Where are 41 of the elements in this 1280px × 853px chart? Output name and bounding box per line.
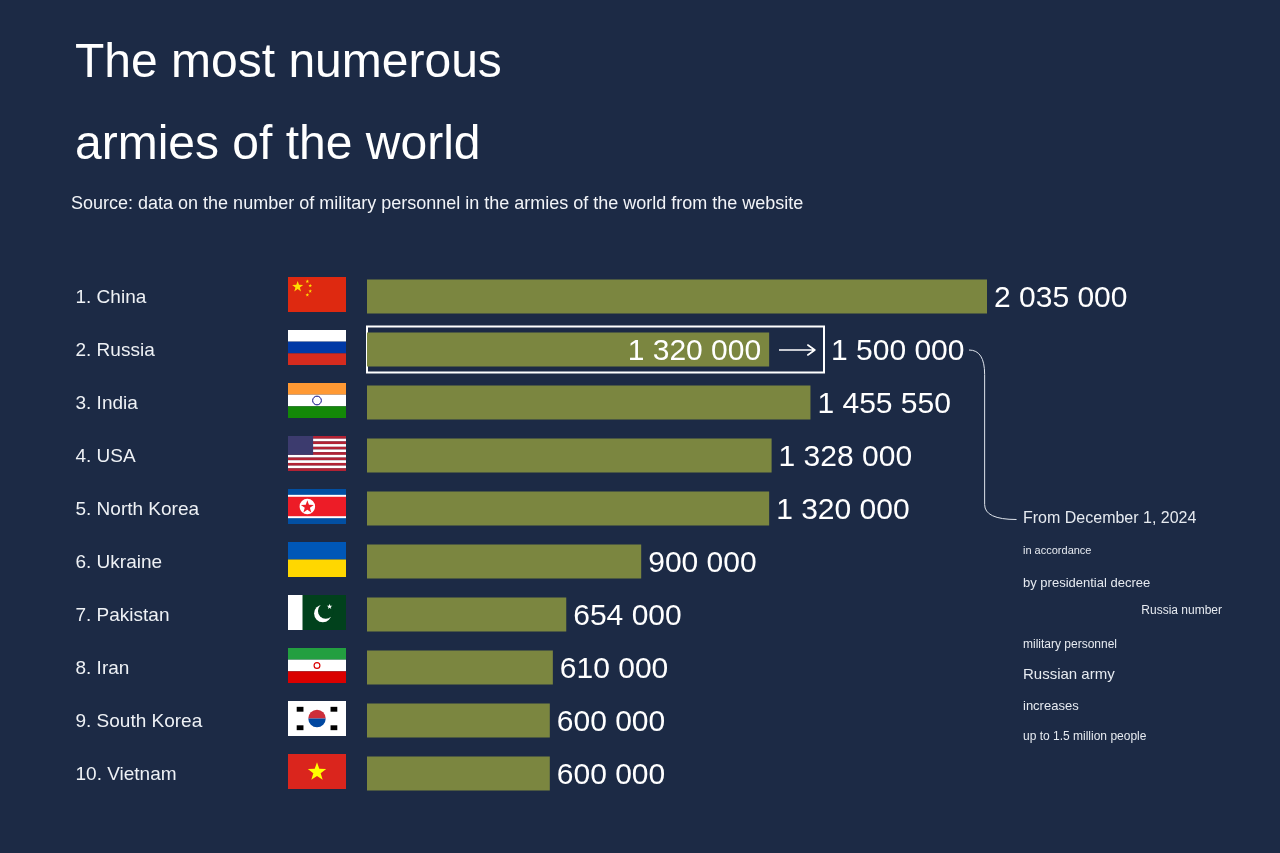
bar (367, 650, 553, 685)
text: by presidential decree (1023, 575, 1151, 592)
data-label: 1 320 000 (627, 332, 762, 366)
source-note: Source: data on the number of military personnel in the armies of the world from the website (71, 193, 804, 214)
bar (367, 703, 550, 738)
y-tick-label: 3. India (75, 391, 139, 413)
text: increases (1023, 698, 1079, 715)
bar (367, 438, 772, 473)
data-label: 900 000 (648, 544, 757, 578)
y-tick-label: 9. South Korea (75, 709, 203, 731)
text: military personnel (1023, 636, 1118, 652)
text: From December 1, 2024 (1023, 509, 1197, 528)
y-tick-label: 8. Iran (75, 656, 130, 678)
data-label: 1 500 000 (831, 332, 965, 366)
bar (367, 544, 642, 579)
data-label: 600 000 (556, 756, 666, 790)
bar (367, 597, 567, 632)
data-label: 1 320 000 (776, 491, 910, 525)
bar (367, 756, 550, 791)
y-tick-label: 10. Vietnam (75, 762, 177, 784)
data-label: 1 455 550 (817, 385, 951, 419)
chart-title: The most numerous armies of the world (75, 33, 503, 171)
text: Russia number (1141, 602, 1222, 618)
data-label: 2 035 000 (994, 279, 1128, 313)
bar (367, 385, 811, 420)
y-tick-label: 6. Ukraine (75, 550, 163, 572)
text: up to 1.5 million people (1023, 728, 1147, 744)
bar (367, 279, 987, 314)
data-label: 654 000 (573, 597, 682, 631)
bar (367, 491, 770, 526)
data-label: 600 000 (556, 703, 666, 737)
y-tick-label: 4. USA (75, 444, 137, 466)
y-tick-label: 5. North Korea (75, 497, 200, 519)
data-label: 1 328 000 (778, 438, 913, 472)
bar (366, 325, 825, 374)
y-tick-label: 7. Pakistan (75, 603, 170, 625)
text: Russian army (1023, 665, 1115, 683)
y-tick-label: 1. China (75, 285, 147, 307)
text: in accordance (1023, 544, 1092, 558)
y-tick-label: 2. Russia (75, 338, 156, 360)
data-label: 610 000 (559, 650, 669, 684)
